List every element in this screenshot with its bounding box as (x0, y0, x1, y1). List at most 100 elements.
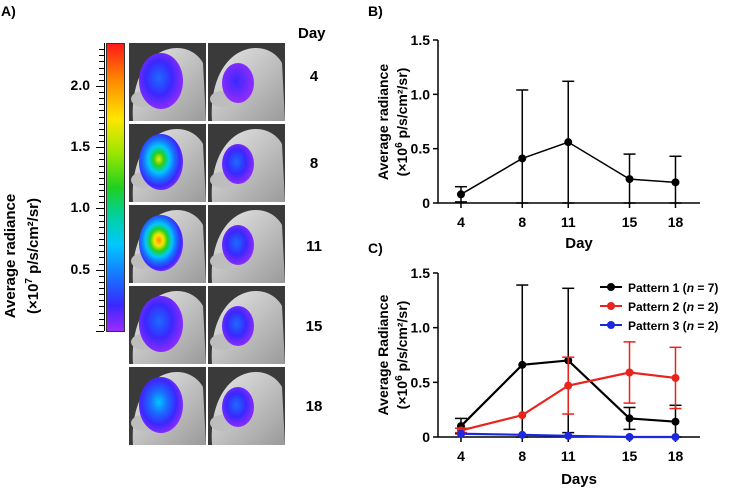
colorbar-tick-mark (99, 117, 104, 118)
x-tick-label: 4 (457, 214, 465, 230)
data-point (564, 381, 573, 390)
colorbar-tick-mark (99, 319, 104, 320)
x-tick-label: 4 (457, 448, 465, 464)
colorbar-tick-mark (99, 166, 104, 167)
colorbar-axis-line (104, 43, 105, 331)
colorbar-tick-mark (99, 61, 104, 62)
colorbar-tick-mark (99, 92, 104, 93)
day-column-header: Day (298, 25, 326, 42)
colorbar-tick-mark (99, 68, 104, 69)
y-tick-label: 0.5 (411, 374, 431, 390)
colorbar-tick-mark (99, 245, 104, 246)
colorbar-tick-mark (99, 104, 104, 105)
colorbar-tick-mark (99, 221, 104, 222)
colorbar-tick-mark (99, 98, 104, 99)
data-point (456, 190, 465, 199)
colorbar-tick-mark (99, 300, 104, 301)
x-tick-label: 18 (668, 448, 684, 464)
y-tick-label: 0 (422, 429, 430, 445)
data-point (625, 414, 634, 423)
colorbar-tick-mark (99, 196, 104, 197)
x-tick-label: 11 (561, 448, 576, 464)
colorbar-tick-mark (99, 129, 104, 130)
y-axis-label-line1: Average Radiance (375, 294, 391, 415)
x-tick-label: 15 (622, 448, 638, 464)
colorbar-tick-label: 1.0 (70, 199, 90, 216)
colorbar-tick-mark (99, 110, 104, 111)
data-point (518, 411, 527, 420)
colorbar-tick-mark (99, 276, 104, 277)
bioluminescence-image (129, 286, 206, 364)
data-point (518, 430, 527, 439)
colorbar-tick-mark (99, 306, 104, 307)
y-axis-label-line2: (×106 p/s/cm²/sr) (394, 68, 410, 177)
colorbar-tick-mark (99, 215, 104, 216)
legend-marker (607, 302, 615, 310)
day-label-4: 4 (309, 68, 319, 85)
legend-label: Pattern 2 (n = 2) (628, 300, 718, 314)
data-point (625, 368, 634, 377)
colorbar-tick-mark (99, 190, 104, 191)
x-tick-label: 18 (668, 214, 684, 230)
x-axis-label: Days (561, 471, 597, 488)
data-point (564, 138, 573, 147)
colorbar-tick-mark (99, 135, 104, 136)
day-label-18: 18 (305, 398, 323, 415)
colorbar (106, 43, 125, 332)
colorbar-tick-label: 1.5 (70, 138, 90, 155)
colorbar-tick-mark (96, 208, 104, 209)
colorbar-tick-mark (99, 55, 104, 56)
legend-label: Pattern 3 (n = 2) (628, 319, 718, 333)
bioluminescence-image (129, 43, 206, 121)
y-tick-label: 1.5 (411, 32, 431, 48)
colorbar-tick-mark (99, 172, 104, 173)
legend-marker (607, 283, 615, 291)
colorbar-tick-mark (99, 74, 104, 75)
data-point (518, 360, 527, 369)
colorbar-tick-mark (96, 147, 104, 148)
bioluminescence-image (208, 205, 285, 283)
day-label-11: 11 (306, 238, 322, 255)
colorbar-tick-mark (99, 294, 104, 295)
colorbar-tick-mark (99, 49, 104, 50)
colorbar-tick-mark (99, 239, 104, 240)
y-tick-label: 0.5 (411, 141, 431, 157)
x-axis-label: Day (565, 235, 593, 252)
data-point (564, 431, 573, 440)
colorbar-tick-mark (99, 153, 104, 154)
panel-b-label: B) (368, 3, 383, 19)
colorbar-tick-mark (99, 233, 104, 234)
day-label-8: 8 (309, 155, 319, 172)
bioluminescence-image (129, 367, 206, 445)
colorbar-tick-mark (99, 159, 104, 160)
data-point (518, 154, 527, 163)
data-point (671, 373, 680, 382)
colorbar-tick-mark (96, 331, 104, 332)
colorbar-tick-mark (99, 257, 104, 258)
y-tick-label: 1.0 (411, 320, 431, 336)
panel-c-label: C) (368, 240, 383, 256)
x-tick-label: 8 (518, 214, 526, 230)
colorbar-tick-mark (99, 264, 104, 265)
colorbar-tick-mark (99, 251, 104, 252)
colorbar-tick-mark (99, 202, 104, 203)
colorbar-tick-mark (96, 270, 104, 271)
data-point (671, 417, 680, 426)
x-tick-label: 11 (561, 214, 576, 230)
colorbar-tick-mark (99, 227, 104, 228)
bioluminescence-image (208, 43, 285, 121)
data-point (625, 433, 634, 441)
colorbar-tick-mark (99, 80, 104, 81)
y-tick-label: 0 (422, 195, 430, 211)
colorbar-tick-mark (99, 123, 104, 124)
bioluminescence-image (129, 205, 206, 283)
legend-marker (607, 321, 615, 329)
colorbar-tick-label: 0.5 (70, 260, 90, 277)
colorbar-tick-label: 2.0 (70, 76, 90, 93)
colorbar-tick-mark (99, 184, 104, 185)
legend-label: Pattern 1 (n = 7) (628, 281, 718, 295)
colorbar-tick-mark (99, 325, 104, 326)
day-label-15: 15 (305, 318, 323, 335)
bioluminescence-image (208, 124, 285, 202)
